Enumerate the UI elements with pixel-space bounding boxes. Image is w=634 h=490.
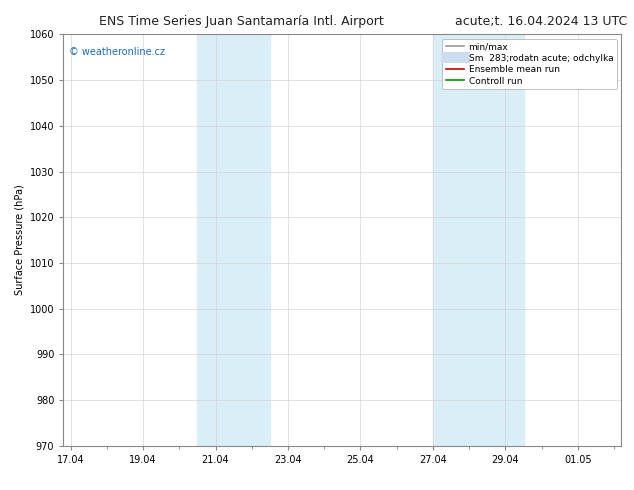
Text: ENS Time Series Juan Santamaría Intl. Airport: ENS Time Series Juan Santamaría Intl. Ai… <box>98 15 384 28</box>
Text: acute;t. 16.04.2024 13 UTC: acute;t. 16.04.2024 13 UTC <box>455 15 628 28</box>
Bar <box>433 34 524 446</box>
Text: © weatheronline.cz: © weatheronline.cz <box>69 47 165 57</box>
Legend: min/max, Sm  283;rodatn acute; odchylka, Ensemble mean run, Controll run: min/max, Sm 283;rodatn acute; odchylka, … <box>443 39 617 89</box>
Bar <box>197 34 270 446</box>
Y-axis label: Surface Pressure (hPa): Surface Pressure (hPa) <box>14 185 24 295</box>
